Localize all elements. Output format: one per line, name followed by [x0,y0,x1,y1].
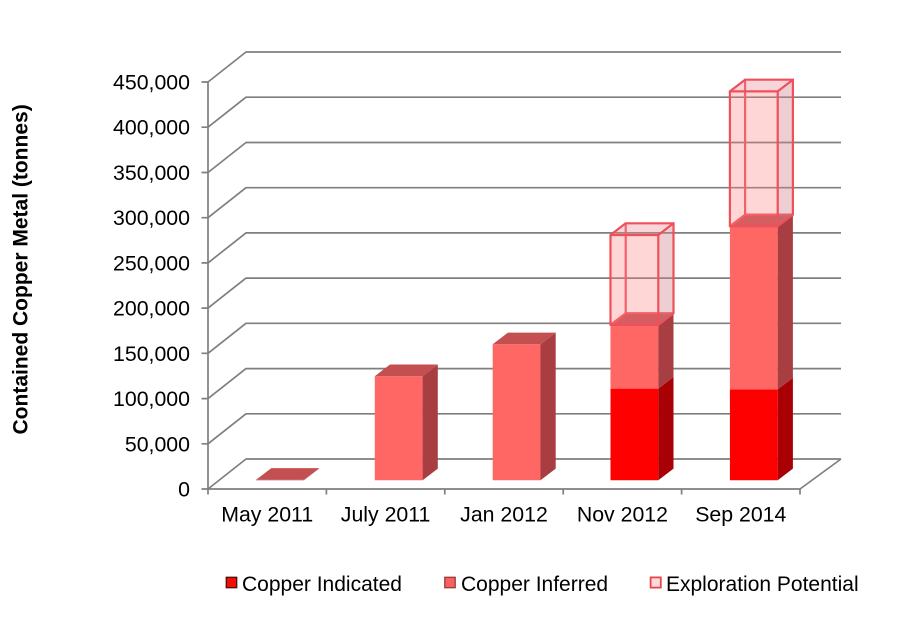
svg-text:350,000: 350,000 [113,161,190,185]
svg-text:Jan 2012: Jan 2012 [460,503,548,527]
svg-text:250,000: 250,000 [113,251,190,275]
svg-text:Copper Inferred: Copper Inferred [461,573,608,596]
svg-text:Exploration Potential: Exploration Potential [666,573,859,596]
svg-text:Copper Indicated: Copper Indicated [242,573,402,596]
svg-text:100,000: 100,000 [113,387,190,411]
svg-text:Nov 2012: Nov 2012 [577,503,668,527]
svg-text:200,000: 200,000 [113,297,190,321]
svg-text:May 2011: May 2011 [221,503,313,527]
svg-text:July 2011: July 2011 [341,503,431,527]
svg-text:50,000: 50,000 [125,432,190,456]
svg-text:0: 0 [178,478,190,502]
svg-text:450,000: 450,000 [113,71,190,95]
svg-text:150,000: 150,000 [113,342,190,366]
svg-text:Sep 2014: Sep 2014 [695,503,786,527]
svg-text:Contained Copper Metal (tonnes: Contained Copper Metal (tonnes) [10,104,33,434]
svg-text:400,000: 400,000 [113,116,190,140]
svg-text:300,000: 300,000 [113,206,190,230]
